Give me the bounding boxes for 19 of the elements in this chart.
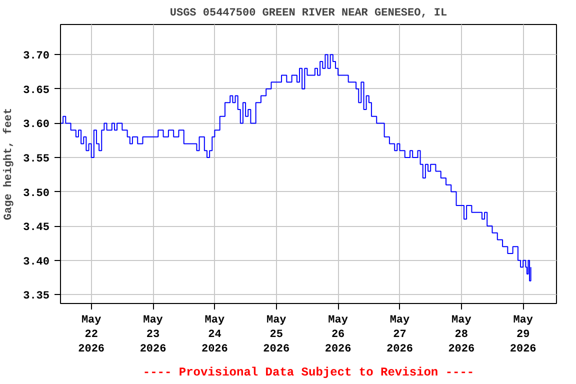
y-tick-label: 3.40 [23, 256, 50, 268]
x-tick-label: May 25 2026 [263, 314, 290, 356]
y-axis-title: Gage height, feet [2, 108, 16, 220]
text: ---- Provisional Data Subject to Revision ---- [142, 366, 474, 380]
y-tick-label: 3.35 [23, 290, 50, 303]
x-tick-label: May 26 2026 [324, 314, 352, 356]
y-tick-label: 3.60 [23, 119, 50, 132]
y-tick-label: 3.45 [23, 222, 50, 234]
y-tick-label: 3.50 [23, 188, 50, 200]
y-tick-label: 3.65 [23, 84, 50, 97]
x-tick-label: May 28 2026 [448, 314, 475, 356]
x-tick-label: May 27 2026 [386, 314, 413, 356]
x-tick-label: May 29 2026 [510, 314, 536, 356]
x-tick-label: May 23 2026 [140, 314, 166, 356]
y-tick-label: 3.55 [23, 153, 50, 166]
x-tick-label: May 22 2026 [78, 314, 105, 356]
x-tick-label: May 24 2026 [201, 314, 228, 356]
y-tick-label: 3.70 [23, 50, 50, 63]
chart-title: USGS 05447500 GREEN RIVER NEAR GENESEO, IL [170, 8, 448, 20]
